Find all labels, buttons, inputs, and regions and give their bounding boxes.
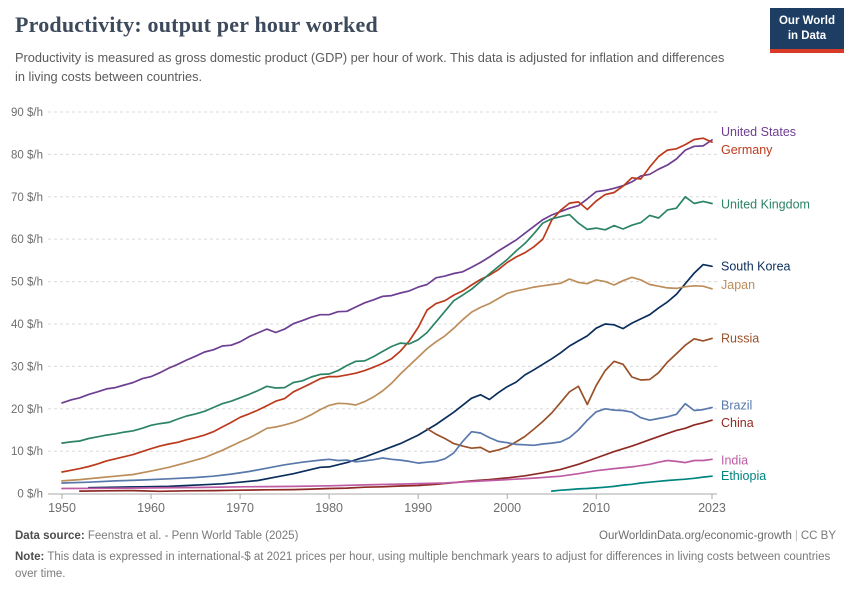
owid-logo-line1: Our World [778,15,835,27]
series-line-united-kingdom[interactable] [61,195,713,444]
y-tick-label-30: 30 $/h [11,361,43,373]
y-tick-label-90: 90 $/h [11,107,43,119]
data-source-value: Feenstra et al. - Penn World Table (2025… [87,530,299,542]
series-line-ethiopia[interactable] [550,475,713,492]
series-line-india[interactable] [61,458,713,490]
series-line-china[interactable] [78,419,713,493]
owid-logo-line2: in Data [787,29,827,42]
series-label-united-states[interactable]: United States [721,125,796,139]
y-tick-label-0: 0 $/h [17,489,43,501]
owid-link[interactable]: OurWorldinData.org/economic-growth [599,530,792,542]
y-tick-label-50: 50 $/h [11,277,43,289]
series-label-united-kingdom[interactable]: United Kingdom [721,198,810,212]
series-line-japan[interactable] [61,276,713,482]
x-tick-label-2000: 2000 [493,501,521,515]
chart-footer: Data source: Feenstra et al. - Penn Worl… [15,530,836,582]
attribution-separator: | [794,530,798,542]
series-label-south-korea[interactable]: South Korea [721,259,791,273]
y-tick-label-40: 40 $/h [11,319,43,331]
y-tick-label-60: 60 $/h [11,234,43,246]
series-label-japan[interactable]: Japan [721,278,755,292]
note-value: This data is expressed in international-… [15,551,831,580]
y-tick-label-80: 80 $/h [11,149,43,161]
license-label[interactable]: CC BY [800,530,836,542]
chart-canvas[interactable]: 0 $/h 10 $/h 20 $/h 30 $/h 40 $/h 50 $/h 60 $/… [0,0,850,528]
chart-subtitle: Productivity is measured as gross domest… [15,50,725,85]
series-label-ethiopia[interactable]: Ethiopia [721,469,766,483]
owid-logo[interactable]: Our World in Data [769,8,844,53]
series-label-india[interactable]: India [721,453,748,467]
series-line-germany[interactable] [61,137,713,473]
series-label-brazil[interactable]: Brazil [721,399,752,413]
data-source-label: Data source: [15,530,85,542]
attribution: OurWorldinData.org/economic-growth | CC BY [599,530,836,542]
page-title: Productivity: output per hour worked [15,12,378,37]
series-label-russia[interactable]: Russia [721,331,759,345]
x-tick-label-2023: 2023 [698,501,726,515]
x-tick-label-1960: 1960 [137,501,165,515]
note-label: Note: [15,551,45,563]
x-tick-label-2010: 2010 [582,501,610,515]
y-tick-label-10: 10 $/h [11,446,43,458]
data-source: Data source: Feenstra et al. - Penn Worl… [15,530,298,542]
y-tick-label-20: 20 $/h [11,404,43,416]
series-label-china[interactable]: China [721,416,754,430]
x-tick-label-1950: 1950 [48,501,76,515]
series-line-brazil[interactable] [61,402,713,484]
series-label-germany[interactable]: Germany [721,143,773,157]
x-tick-label-1970: 1970 [226,501,254,515]
x-tick-label-1990: 1990 [404,501,432,515]
y-tick-label-70: 70 $/h [11,192,43,204]
series-line-russia[interactable] [426,337,713,453]
series-line-south-korea[interactable] [87,263,713,489]
x-tick-label-1980: 1980 [315,501,343,515]
series-line-united-states[interactable] [61,139,713,404]
